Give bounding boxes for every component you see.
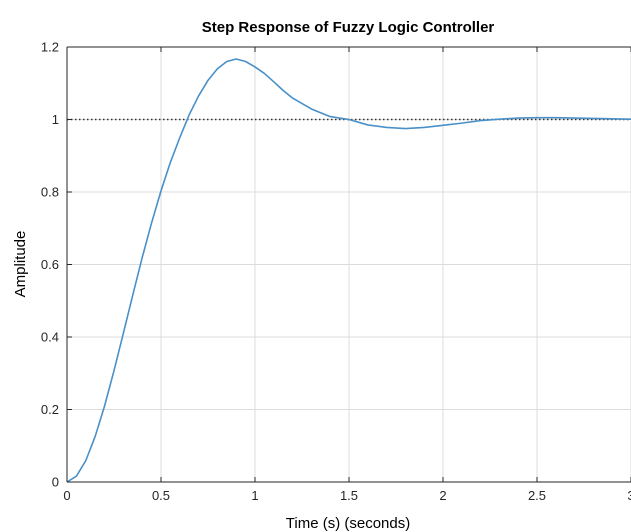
x-tick-label: 2.5: [528, 488, 546, 503]
x-tick-label: 0.5: [152, 488, 170, 503]
x-tick-label: 2: [439, 488, 446, 503]
x-tick-label: 1: [251, 488, 258, 503]
y-tick-label: 0.8: [41, 185, 59, 200]
y-tick-label: 1.2: [41, 40, 59, 55]
y-tick-labels: 0 0.2 0.4 0.6 0.8 1 1.2: [41, 40, 59, 490]
y-tick-label: 0.6: [41, 257, 59, 272]
axes: [66, 46, 631, 483]
x-tick-label: 3: [627, 488, 631, 503]
series-line: [66, 58, 631, 483]
x-tick-label: 1.5: [340, 488, 358, 503]
x-axis-label: Time (s) (seconds): [286, 515, 410, 532]
y-tick-label: 0: [52, 475, 59, 490]
y-axis-label: Amplitude: [12, 231, 29, 298]
y-tick-label: 0.4: [41, 330, 59, 345]
x-tick-label: 0: [63, 488, 70, 503]
x-tick-labels: 0 0.5 1 1.5 2 2.5 3: [63, 488, 631, 503]
y-tick-label: 1: [52, 112, 59, 127]
y-tick-label: 0.2: [41, 402, 59, 417]
chart-title: Step Response of Fuzzy Logic Controller: [202, 19, 495, 36]
